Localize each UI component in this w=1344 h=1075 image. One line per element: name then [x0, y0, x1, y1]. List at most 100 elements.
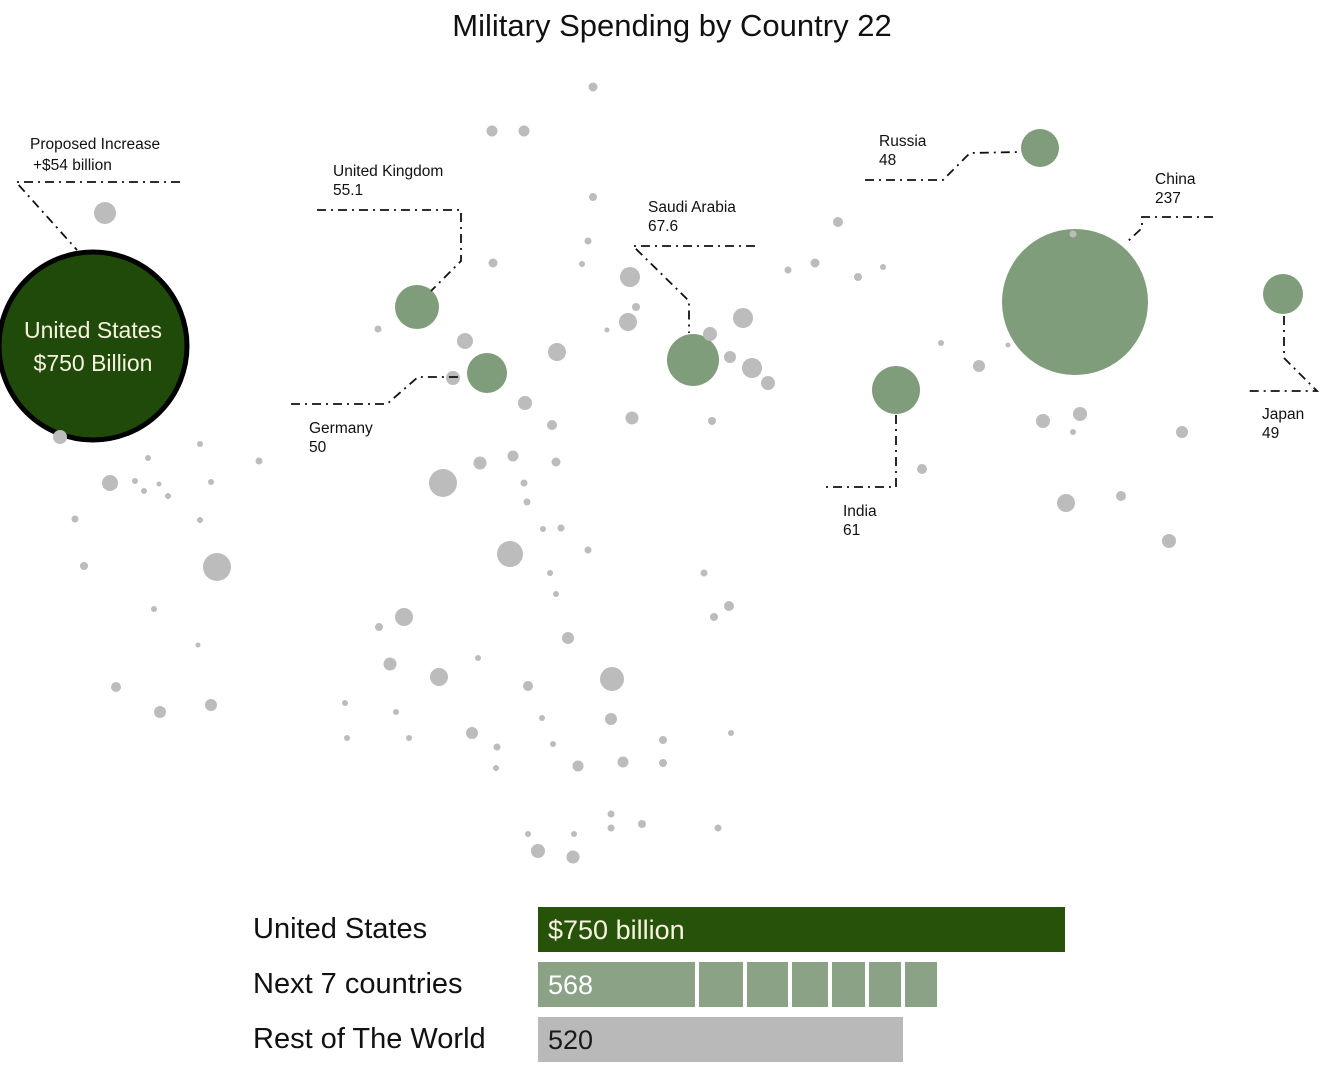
country-bubble-germany [467, 353, 507, 393]
bar-next-7-countries-segments [538, 962, 937, 1007]
background-dot [1005, 342, 1011, 348]
country-bubble-india [872, 366, 920, 414]
background-dot [493, 765, 499, 771]
background-dot [1057, 494, 1075, 512]
bar-rest-of-the-world-fill [538, 1017, 903, 1062]
bar-segment-4 [791, 962, 828, 1007]
bar-segment-7 [905, 962, 937, 1007]
background-dot [197, 517, 203, 523]
background-dot [973, 360, 985, 372]
background-dot [810, 258, 820, 268]
background-dot [497, 541, 523, 567]
background-dot [917, 464, 927, 474]
country-value-germany: 50 [309, 439, 327, 456]
background-dot [540, 526, 546, 532]
bar-value-next-7-countries: 568 [548, 970, 594, 1000]
background-dot [742, 358, 762, 378]
country-value-china: 237 [1155, 190, 1181, 207]
bar-segment-6 [868, 962, 902, 1007]
country-label-united-kingdom: United Kingdom [333, 163, 443, 180]
country-label-china: China [1155, 171, 1196, 188]
background-dot [724, 601, 734, 611]
background-dot [1073, 407, 1087, 421]
background-dot [197, 441, 203, 447]
background-dot [466, 727, 478, 739]
background-dot [547, 570, 553, 576]
bar-value-united-states: $750 billion [548, 915, 685, 945]
background-dot [151, 606, 157, 612]
background-dot [102, 475, 118, 491]
background-dot [1162, 534, 1176, 548]
background-dot [659, 736, 667, 744]
background-dot [604, 327, 610, 333]
background-dot [111, 682, 121, 692]
background-dot [710, 613, 718, 621]
background-dot [205, 699, 217, 711]
us-bubble-label-line1: United States [24, 317, 162, 343]
bar-united-states: $750 billion [538, 907, 1065, 952]
background-dot [395, 608, 413, 626]
background-dot [475, 655, 481, 661]
background-dot [80, 562, 88, 570]
background-dot [607, 810, 615, 818]
bubble-chart: United States $750 Billion Proposed Increa… [0, 82, 1320, 864]
country-bubble-russia [1021, 129, 1059, 167]
background-dot [571, 831, 577, 837]
background-dot [703, 327, 717, 341]
background-dot [617, 756, 629, 768]
background-dot [619, 313, 637, 331]
background-dot [203, 553, 231, 581]
bar-rest-of-the-world: 520 [538, 1017, 903, 1062]
leader-line-india [825, 415, 897, 488]
proposed-increase-leader-line [13, 181, 180, 251]
background-dot [429, 469, 457, 497]
background-dot [255, 457, 263, 465]
background-dot [518, 396, 532, 410]
country-bubble-united-kingdom [395, 285, 439, 329]
background-dot [53, 430, 67, 444]
country-bubble-united-states [0, 249, 190, 443]
bar-segment-5 [831, 962, 865, 1007]
background-dot [446, 371, 460, 385]
background-dot [141, 488, 147, 494]
country-bubble-japan [1263, 274, 1303, 314]
bar-segment-2 [698, 962, 744, 1007]
background-dot [154, 706, 166, 718]
background-dot [374, 325, 382, 333]
bar-segment-1 [538, 962, 695, 1007]
background-dot [638, 820, 646, 828]
background-dot [562, 632, 574, 644]
leader-line-saudi-arabia [630, 245, 755, 333]
background-dot [714, 824, 722, 832]
background-dot [880, 264, 886, 270]
background-dot [493, 743, 501, 751]
background-dot [208, 479, 214, 485]
country-value-united-kingdom: 55.1 [333, 182, 363, 199]
background-dot [550, 741, 556, 747]
background-dot [854, 273, 862, 281]
background-dot [383, 657, 397, 671]
bar-segment-3 [747, 962, 788, 1007]
background-dot [156, 481, 162, 487]
background-dot [632, 303, 640, 311]
chart-title: Military Spending by Country 22 [452, 8, 892, 43]
background-dot [507, 450, 519, 462]
country-value-japan: 49 [1262, 425, 1279, 442]
bar-next-7-countries: 568 [538, 962, 937, 1007]
bar-row-rest-of-the-world: Rest of The World 520 [0, 1017, 1344, 1062]
background-dot [195, 642, 201, 648]
background-dot [523, 498, 531, 506]
background-dot [539, 715, 545, 721]
background-dot [551, 457, 561, 467]
background-dot [588, 82, 598, 92]
country-label-germany: Germany [309, 420, 373, 437]
bar-row-next-7-countries: Next 7 countries 568 [0, 962, 1344, 1007]
background-dot [344, 735, 350, 741]
background-dot [165, 493, 171, 499]
background-dot [486, 125, 498, 137]
bar-label-united-states: United States [253, 913, 428, 945]
background-dot [553, 591, 559, 597]
background-dot [708, 417, 716, 425]
background-dot [584, 237, 592, 245]
leader-line-russia [865, 151, 1021, 181]
